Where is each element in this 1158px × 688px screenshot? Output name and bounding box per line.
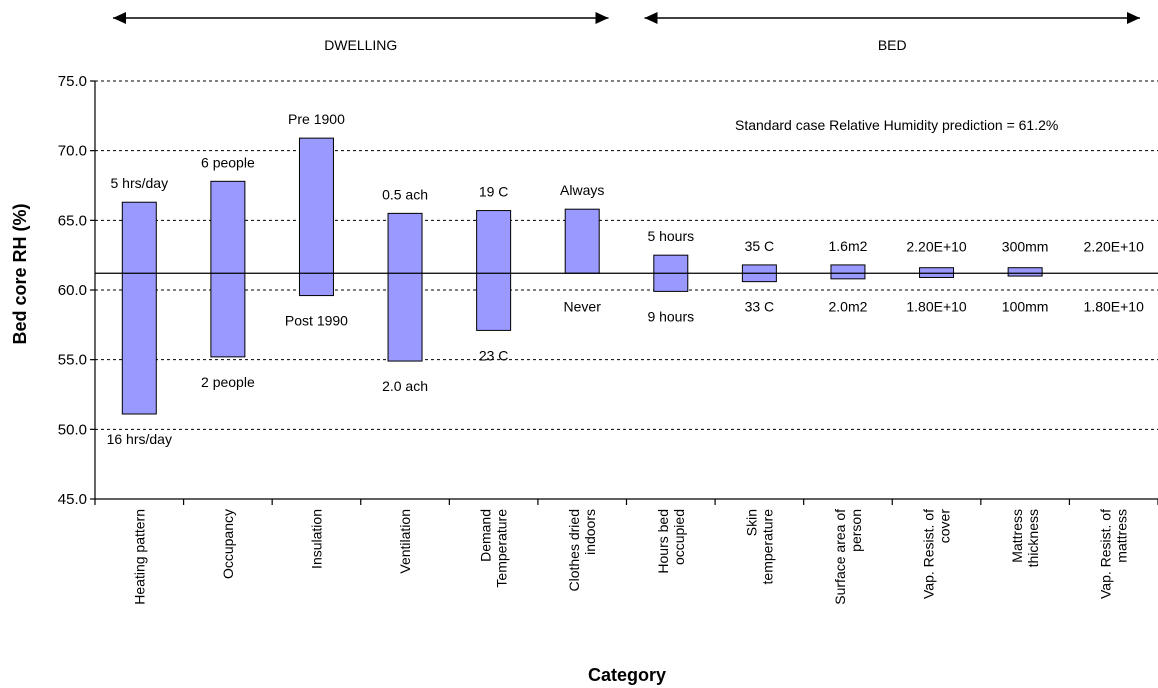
bar-heating-pattern xyxy=(121,201,157,415)
low-value-label: Post 1990 xyxy=(285,313,348,329)
category-label: Hours bed xyxy=(655,509,671,574)
y-tick-label: 75.0 xyxy=(58,73,87,90)
category-label: cover xyxy=(937,509,953,544)
high-value-label: 6 people xyxy=(201,154,255,170)
bar-demand-temperature xyxy=(476,210,512,331)
x-axis-title: Category xyxy=(588,665,666,685)
high-value-label: 1.6m2 xyxy=(828,238,867,254)
section-label: DWELLING xyxy=(324,37,397,53)
low-value-label: 9 hours xyxy=(647,308,694,324)
category-label: thickness xyxy=(1025,509,1041,567)
category-label: Mattress xyxy=(1009,509,1025,563)
category-label: Heating pattern xyxy=(131,509,147,605)
category-label: Occupancy xyxy=(220,509,236,579)
category-label: Insulation xyxy=(308,509,324,569)
high-value-label: 2.20E+10 xyxy=(906,238,967,254)
section-label: BED xyxy=(878,37,907,53)
low-value-label: 1.80E+10 xyxy=(1084,298,1145,314)
bar-surface-area-of-person xyxy=(830,264,866,280)
category-labels: Heating pattern Occupancy Insulation Ventil… xyxy=(131,509,1129,605)
value-labels: 5 hrs/day 16 hrs/day 6 people 2 people Pre 1… xyxy=(107,111,1144,447)
category-label: temperature xyxy=(759,509,775,585)
bar-mattress-thickness xyxy=(1007,267,1043,277)
category-label: person xyxy=(848,509,864,552)
bars xyxy=(95,137,1158,415)
bar-occupancy xyxy=(210,180,246,358)
low-value-label: 33 C xyxy=(745,299,775,315)
category-label: Vap. Resist. of xyxy=(921,509,937,599)
y-tick-label: 70.0 xyxy=(58,143,87,160)
arrowhead-right xyxy=(595,12,609,24)
high-value-label: 5 hours xyxy=(647,228,694,244)
arrowhead-left xyxy=(113,12,126,24)
y-tick-label: 65.0 xyxy=(58,212,87,229)
category-label: occupied xyxy=(671,509,687,565)
high-value-label: 5 hrs/day xyxy=(110,175,168,191)
low-value-label: 1.80E+10 xyxy=(906,298,967,314)
high-value-label: 35 C xyxy=(745,238,775,254)
section-arrows: DWELLING BED xyxy=(113,12,1140,53)
low-value-label: 100mm xyxy=(1002,298,1049,314)
category-label: mattress xyxy=(1114,509,1130,563)
bar-clothes-dried-indoors xyxy=(564,208,600,274)
bar-insulation xyxy=(298,137,334,297)
high-value-label: 0.5 ach xyxy=(382,186,428,202)
category-label: Skin xyxy=(743,509,759,536)
category-label: indoors xyxy=(582,509,598,555)
category-label: Demand xyxy=(478,509,494,562)
low-value-label: 2.0 ach xyxy=(382,378,428,394)
y-tick-label: 55.0 xyxy=(58,352,87,369)
category-label: Vap. Resist. of xyxy=(1098,509,1114,599)
bar-vap-resist-of-cover xyxy=(919,267,955,278)
arrowhead-right xyxy=(1127,12,1140,24)
high-value-label: Pre 1900 xyxy=(288,111,345,127)
category-label: Temperature xyxy=(494,509,510,588)
high-value-label: 19 C xyxy=(479,184,509,200)
category-label: Surface area of xyxy=(832,509,848,605)
gridlines: 45.0 50.0 55.0 60.0 65.0 70.0 75.0 xyxy=(58,73,1158,508)
category-label: Clothes dried xyxy=(566,509,582,592)
y-tick-label: 50.0 xyxy=(58,421,87,438)
high-value-label: Always xyxy=(560,182,604,198)
low-value-label: 2 people xyxy=(201,374,255,390)
arrowhead-left xyxy=(644,12,658,24)
high-value-label: 2.20E+10 xyxy=(1084,238,1145,254)
y-axis-title: Bed core RH (%) xyxy=(10,203,30,344)
low-value-label: Never xyxy=(564,298,602,314)
standard-case-annotation: Standard case Relative Humidity predicti… xyxy=(735,117,1058,133)
high-value-label: 300mm xyxy=(1002,238,1049,254)
y-tick-label: 45.0 xyxy=(58,491,87,508)
low-value-label: 16 hrs/day xyxy=(107,431,172,447)
y-tick-label: 60.0 xyxy=(58,282,87,299)
low-value-label: 2.0m2 xyxy=(828,298,867,314)
low-value-label: 23 C xyxy=(479,347,509,363)
category-label: Ventilation xyxy=(397,509,413,574)
bar-ventilation xyxy=(387,212,423,362)
